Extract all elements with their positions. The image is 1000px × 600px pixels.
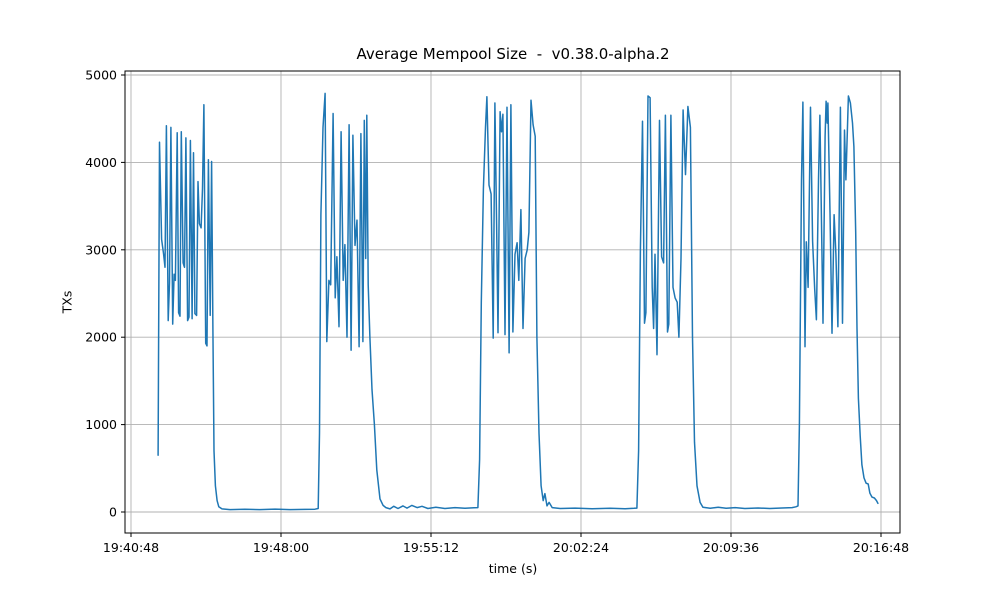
y-tick-label: 2000: [85, 330, 117, 345]
plot-border: [124, 70, 901, 534]
y-tick-label: 1000: [85, 417, 117, 432]
y-tick-label: 4000: [85, 155, 117, 170]
x-tick-label: 19:55:12: [403, 540, 459, 555]
y-axis-label: TXs: [59, 290, 75, 314]
x-tick-label: 20:16:48: [853, 540, 909, 555]
x-tick-label: 20:09:36: [703, 540, 759, 555]
series-line-avg-mempool-size: [157, 92, 879, 511]
x-tick-label: 20:02:24: [553, 540, 609, 555]
chart-title: Average Mempool Size - v0.38.0-alpha.2: [356, 45, 670, 63]
x-tick-label: 19:48:00: [253, 540, 309, 555]
y-tick-label: 0: [109, 505, 117, 520]
x-tick-label: 19:40:48: [103, 540, 159, 555]
tick-marks: [121, 74, 882, 537]
y-tick-label: 5000: [85, 68, 117, 83]
grid-lines: [125, 71, 900, 533]
x-axis-label: time (s): [488, 561, 538, 576]
y-tick-label: 3000: [85, 242, 117, 257]
